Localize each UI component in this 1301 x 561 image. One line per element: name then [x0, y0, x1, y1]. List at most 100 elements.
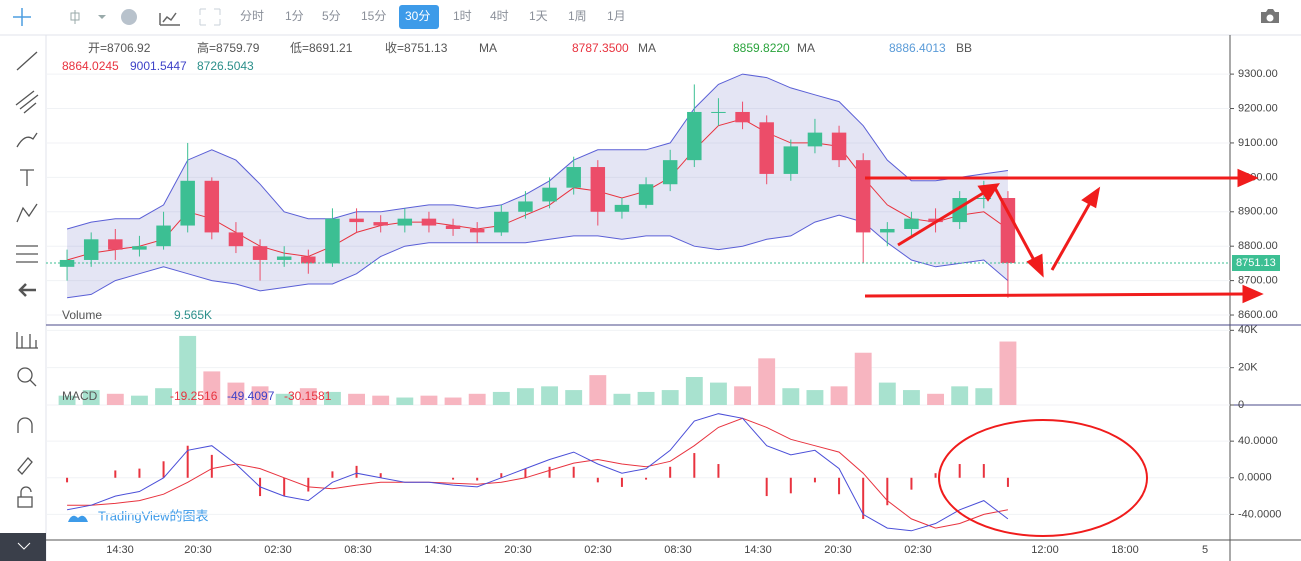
- fullscreen-icon[interactable]: [199, 8, 221, 26]
- arrow-head: [1026, 253, 1044, 278]
- plot: 8600.008700.008800.008900.009000.009100.…: [46, 68, 1281, 556]
- interval-button[interactable]: 1周: [568, 9, 587, 23]
- x-tick-label: 18:00: [1111, 544, 1139, 556]
- sidebar-toggle[interactable]: [0, 533, 46, 561]
- ohlc-open: 开=8706.92: [88, 41, 151, 55]
- volume-bar: [516, 388, 534, 405]
- candle-body: [518, 201, 533, 212]
- fib-tool[interactable]: [16, 245, 38, 263]
- x-tick-label: 02:30: [264, 544, 292, 556]
- interval-button[interactable]: 1月: [607, 9, 626, 23]
- text-tool[interactable]: [20, 169, 34, 186]
- candle-body: [494, 211, 509, 233]
- pitchfork-tool[interactable]: [15, 90, 39, 114]
- pane-label: Volume: [62, 308, 102, 322]
- volume-bar: [589, 375, 607, 405]
- interval-button[interactable]: 分时: [240, 9, 264, 23]
- candle-body: [445, 225, 461, 229]
- volume-bar: [155, 388, 173, 405]
- y-tick-label: 0.0000: [1238, 472, 1272, 484]
- interval-button[interactable]: 1时: [453, 9, 472, 23]
- pane-label: MACD: [62, 389, 98, 403]
- settings-icon[interactable]: [121, 9, 137, 25]
- trend-line-tool[interactable]: [16, 51, 38, 71]
- arrow-line: [864, 292, 1245, 298]
- candle-body: [373, 222, 388, 226]
- candle-body: [180, 180, 195, 226]
- volume-bar: [758, 358, 776, 405]
- volume-bar: [878, 382, 896, 405]
- arrow-line: [897, 190, 986, 247]
- volume-bar: [565, 390, 583, 405]
- y-tick-label: 8700.00: [1238, 275, 1278, 287]
- sidebar-toggle-icon: [17, 542, 31, 550]
- candle-body: [301, 256, 316, 264]
- ohlc-low: 低=8691.21: [290, 41, 353, 55]
- candle-body: [687, 111, 702, 161]
- indicator-value: 8886.4013: [889, 41, 946, 55]
- candle-body: [108, 239, 123, 250]
- x-tick-label: 02:30: [584, 544, 612, 556]
- interval-button[interactable]: 15分: [361, 9, 386, 23]
- candle-body: [349, 218, 364, 223]
- zoom-tool-handle: [29, 379, 37, 387]
- x-tick-label: 20:30: [184, 544, 212, 556]
- zoom-tool[interactable]: [17, 367, 33, 383]
- volume-bar: [709, 382, 727, 405]
- interval-button[interactable]: 5分: [322, 9, 341, 23]
- magnet-tool[interactable]: [17, 417, 33, 433]
- volume-bar: [468, 393, 486, 405]
- lock-tool[interactable]: [17, 496, 33, 508]
- candle-body: [831, 132, 847, 161]
- volume-bar: [275, 393, 293, 405]
- y-tick-label: -40.0000: [1238, 508, 1281, 520]
- y-tick-label: 9300.00: [1238, 68, 1278, 80]
- volume-bar: [685, 376, 703, 405]
- volume-bar: [541, 386, 559, 405]
- brush-tool[interactable]: [16, 132, 38, 148]
- lock-drawing-tool[interactable]: [17, 457, 33, 475]
- pane-reading: -19.2516: [170, 389, 218, 403]
- crosshair-icon[interactable]: [13, 8, 31, 26]
- volume-bar: [396, 397, 414, 405]
- volume-bar: [613, 393, 631, 405]
- interval-button[interactable]: 1分: [285, 9, 304, 23]
- volume-bar: [830, 386, 848, 405]
- volume-bar: [902, 390, 920, 405]
- volume-bar: [130, 395, 148, 405]
- candle-body: [397, 218, 413, 226]
- arrow-head: [1081, 186, 1101, 209]
- x-tick-label: 14:30: [106, 544, 134, 556]
- interval-button[interactable]: 4时: [490, 9, 509, 23]
- interval-button[interactable]: 30分: [405, 9, 430, 23]
- interval-button[interactable]: 1天: [529, 9, 548, 23]
- band-value: 8726.5043: [197, 59, 254, 73]
- y-tick-label: 0: [1238, 399, 1244, 411]
- candle-body: [590, 167, 606, 212]
- dropdown-icon[interactable]: [98, 15, 106, 19]
- indicators-icon[interactable]: [159, 12, 180, 26]
- arrow-line: [1050, 202, 1092, 271]
- candle-body: [614, 204, 630, 212]
- snapshot-icon-lens: [1266, 14, 1274, 22]
- chart-style-icon[interactable]: [70, 10, 80, 24]
- candle-body: [662, 160, 678, 185]
- candle-body: [421, 218, 437, 226]
- annotations: [864, 168, 1264, 537]
- ohlc-close: 收=8751.13: [385, 41, 448, 55]
- volume-bar: [734, 386, 752, 405]
- y-tick-label: 40.0000: [1238, 435, 1278, 447]
- candle-body: [855, 160, 871, 233]
- lock-shackle: [20, 486, 32, 497]
- last-price-label: 8751.13: [1236, 257, 1276, 269]
- volume-bar: [58, 395, 76, 405]
- pattern-tool[interactable]: [16, 203, 38, 223]
- arrow-head: [1237, 168, 1259, 188]
- x-tick-label: 20:30: [824, 544, 852, 556]
- back-tool[interactable]: [18, 283, 36, 297]
- measure-tool[interactable]: [16, 332, 38, 349]
- dif-line: [67, 413, 1009, 532]
- candle-body: [204, 180, 220, 233]
- volume-bar: [806, 390, 824, 405]
